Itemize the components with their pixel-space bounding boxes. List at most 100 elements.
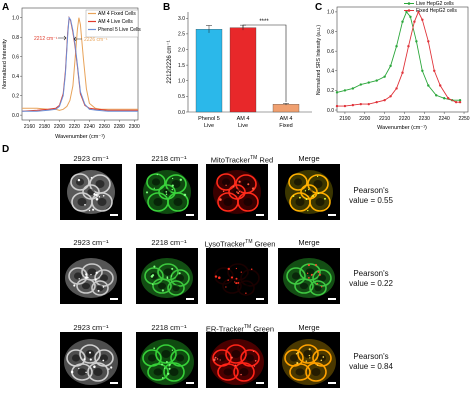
row3-header-merge: Merge (298, 323, 320, 332)
panel-a-legend-label: AM 4 Live Cells (98, 19, 133, 25)
speckle (307, 264, 310, 267)
cell-nucleus (293, 178, 303, 186)
speckle (230, 276, 234, 279)
speckle (214, 356, 217, 359)
panel-c-point (375, 79, 378, 82)
row1-header-2923: 2923 cm⁻¹ (73, 154, 109, 163)
cell-outline (237, 192, 259, 212)
scale-bar (328, 382, 336, 384)
cell-outline (225, 344, 247, 364)
cell-outline (70, 173, 90, 191)
cell-outline (87, 362, 109, 382)
speckle (87, 276, 89, 279)
speckle (92, 208, 95, 211)
scale-bar (186, 298, 194, 300)
speckle (168, 367, 171, 370)
panel-a-ann-right: 2226 cm⁻¹ (84, 37, 108, 43)
speckle (304, 190, 307, 192)
panel-c-ytick-label: 0.4 (327, 69, 334, 75)
cell-outline (297, 344, 319, 364)
cell-outline (79, 344, 101, 364)
panel-c-ytick-label: 0.0 (327, 108, 334, 114)
cell-nucleus (87, 268, 97, 276)
panel-b-ylabel: 2212/2226 cm⁻¹ (167, 40, 173, 83)
panel-b-ytick-label: 3.0 (178, 16, 185, 22)
panel-b-ytick-label: 2.5 (178, 32, 185, 38)
cell-outline (228, 184, 246, 200)
speckle (95, 197, 99, 201)
speckle (252, 350, 255, 353)
micrograph-image (278, 164, 340, 220)
cell-outline (312, 269, 332, 287)
speckle (145, 191, 149, 194)
micrograph-r2-c2 (136, 248, 198, 304)
speckle (254, 359, 257, 362)
panel-b-ticks: 0.0 0.5 1.0 1.5 2.0 2.5 3.0 (178, 16, 188, 116)
micrograph-image (60, 164, 122, 220)
panel-a-arrow-left (58, 35, 67, 41)
speckle (318, 273, 321, 276)
panel-b-significance: **** (259, 19, 269, 25)
panel-c-point (383, 99, 386, 102)
panel-c: C 2190 2200 2210 2220 2230 2240 2250 0.0 0.2 0.4 0… (315, 1, 470, 131)
cell-outline (300, 184, 318, 200)
cell-nucleus (147, 354, 157, 362)
micrograph-image (136, 164, 198, 220)
speckle (94, 278, 97, 281)
micrograph-image (278, 248, 340, 304)
speckle (317, 192, 320, 195)
cell-nucleus (85, 349, 95, 359)
panel-c-point (417, 10, 420, 14)
speckle (316, 175, 319, 178)
cell-outline (288, 173, 308, 191)
cell-outline (312, 349, 332, 367)
panel-c-point (401, 20, 404, 23)
speckle (183, 193, 187, 197)
panel-a-line-2 (22, 16, 138, 112)
panel-a-xtick-label: 2300 (129, 124, 140, 130)
micrograph-r1-c2 (136, 164, 198, 220)
panel-c-line-1 (337, 10, 461, 107)
panel-c-point (367, 81, 370, 84)
cell-outline (233, 362, 255, 382)
speckle (110, 366, 113, 369)
cell-nucleus (153, 197, 163, 207)
speckle (317, 364, 319, 366)
cell-nucleus (97, 197, 107, 207)
cell-nucleus (73, 272, 83, 280)
cell-outline (222, 278, 242, 294)
speckle (153, 187, 155, 189)
panel-d-letter: D (2, 144, 9, 155)
row3-header-2218: 2218 cm⁻¹ (151, 323, 187, 332)
panel-c-xtick-label: 2190 (339, 116, 350, 122)
panel-c-point (335, 91, 339, 94)
panel-c-letter: C (315, 2, 322, 13)
speckle (102, 195, 105, 197)
panel-b-significance-bracket (242, 24, 287, 102)
speckle (232, 185, 235, 188)
speckle (73, 284, 76, 287)
speckle (295, 352, 298, 355)
panel-a-xtick-label: 2240 (84, 124, 95, 130)
panel-c-point (395, 45, 398, 48)
speckle (90, 176, 93, 179)
cell-nucleus (151, 178, 161, 186)
cell-nucleus (231, 349, 241, 359)
panel-c-point (413, 20, 416, 23)
speckle (307, 209, 309, 212)
speckle (230, 356, 233, 359)
cell-nucleus (81, 282, 91, 290)
panel-c-point (335, 104, 339, 108)
cell-outline (91, 280, 109, 296)
speckle (102, 359, 105, 362)
speckle (298, 196, 301, 199)
speckle (238, 190, 241, 193)
micrograph-r1-c1 (60, 164, 122, 220)
speckle (88, 209, 91, 212)
panel-a: A 2160 2180 2200 2220 2240 2260 2280 2300 0.0 0.2… (2, 2, 141, 140)
speckle (235, 277, 238, 280)
panel-c-ytick-label: 0.2 (327, 88, 334, 94)
panel-a-ytick-label: 1.0 (12, 16, 19, 22)
